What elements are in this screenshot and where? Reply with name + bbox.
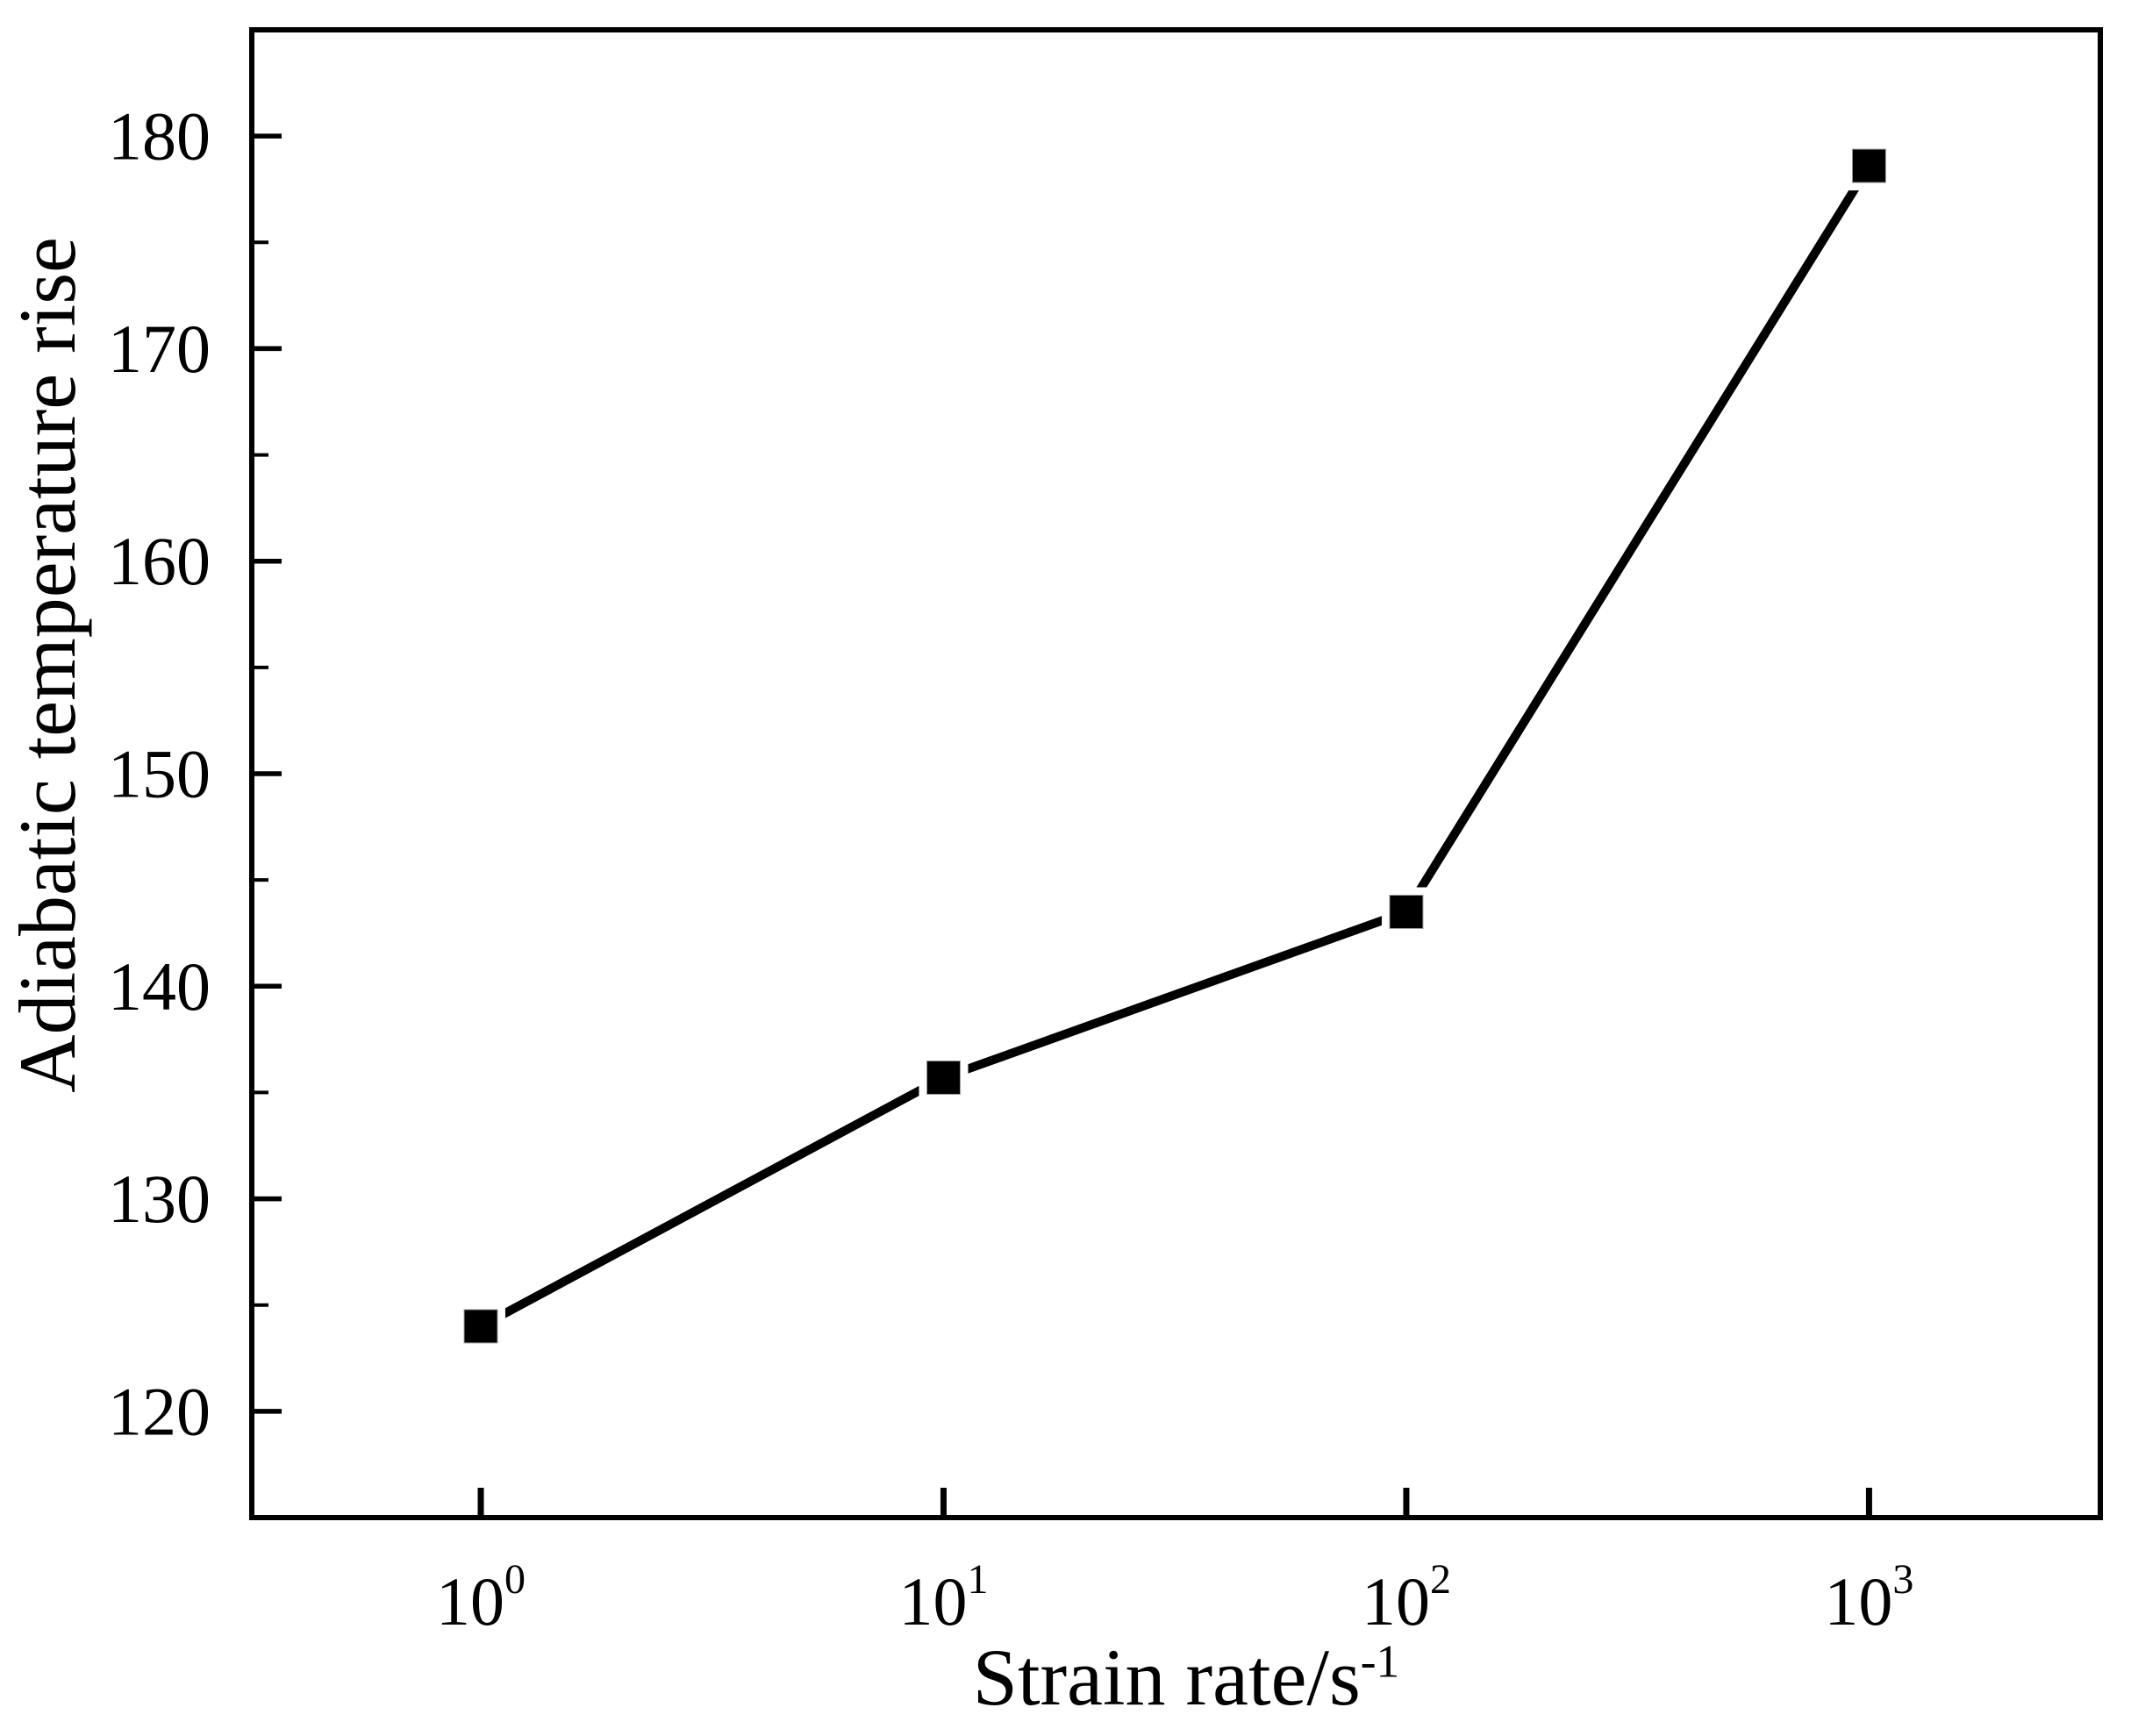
y-tick-label: 120 xyxy=(108,1373,211,1449)
series-line xyxy=(476,161,1874,1331)
data-point-marker xyxy=(926,1060,961,1095)
x-tick-label: 101 xyxy=(898,1556,988,1640)
x-tick-label: 100 xyxy=(436,1556,526,1640)
x-tick-label: 103 xyxy=(1824,1556,1913,1640)
y-tick-label: 160 xyxy=(108,523,211,599)
data-point-marker xyxy=(1389,894,1424,929)
x-axis-title-superscript: -1 xyxy=(1360,1634,1400,1688)
x-tick-label: 102 xyxy=(1362,1556,1451,1640)
y-axis-title-text: Adiabatic temperature rise xyxy=(3,237,92,1093)
y-tick-label: 140 xyxy=(108,948,211,1025)
data-point-marker xyxy=(1851,148,1886,183)
y-tick-label: 180 xyxy=(108,98,211,175)
data-point-marker xyxy=(463,1309,498,1344)
y-tick-label: 130 xyxy=(108,1161,211,1237)
y-tick-label: 170 xyxy=(108,311,211,387)
y-axis-title: Adiabatic temperature rise xyxy=(3,237,92,1093)
x-axis-title: Strain rate/s-1 xyxy=(973,1637,1399,1718)
y-tick-label: 150 xyxy=(108,736,211,812)
plot-frame xyxy=(249,27,2103,1520)
x-axis-title-text: Strain rate/s xyxy=(972,1632,1361,1722)
